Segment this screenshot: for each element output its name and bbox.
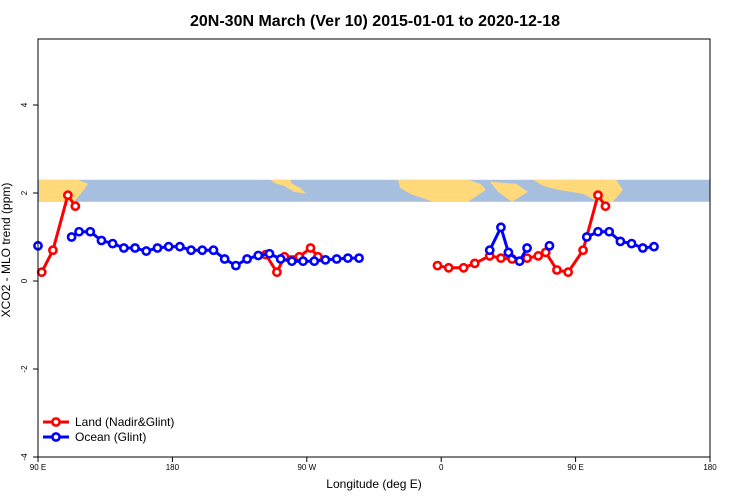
data-point — [70, 201, 81, 212]
data-point — [85, 226, 96, 237]
data-point — [593, 190, 603, 201]
data-point — [107, 238, 118, 249]
data-point — [309, 256, 320, 267]
data-point — [96, 235, 107, 246]
data-point — [130, 243, 140, 253]
data-point — [563, 267, 574, 278]
data-point — [600, 201, 611, 212]
y-tick-label: -2 — [20, 365, 29, 373]
chart-title: 20N-30N March (Ver 10) 2015-01-01 to 202… — [190, 13, 560, 30]
data-point — [272, 267, 282, 278]
map-land-patch — [490, 181, 528, 202]
legend-swatch-marker — [51, 432, 61, 442]
y-tick-label: -4 — [20, 453, 29, 461]
data-point — [275, 254, 286, 264]
x-tick-label: 180 — [703, 463, 717, 472]
map-strip — [38, 179, 710, 202]
y-axis-label: XCO2 - MLO trend (ppm) — [0, 183, 13, 318]
data-point — [208, 245, 219, 256]
data-point — [286, 256, 297, 267]
data-point — [66, 232, 77, 242]
series-line — [40, 191, 77, 273]
y-tick-label: 0 — [20, 278, 29, 283]
data-point — [604, 226, 615, 237]
plot-frame — [37, 38, 711, 458]
x-tick-label: 90 E — [567, 463, 583, 472]
legend-label: Land (Nadir&Glint) — [75, 415, 174, 429]
data-point — [152, 243, 163, 253]
data-point — [503, 247, 514, 258]
data-point — [484, 245, 495, 256]
data-point — [432, 260, 443, 271]
data-point — [305, 243, 316, 253]
data-point — [62, 190, 73, 201]
data-point — [48, 245, 58, 256]
data-point — [331, 254, 342, 264]
data-point — [320, 254, 331, 265]
data-point — [264, 248, 275, 259]
x-tick-label: 90 E — [30, 463, 46, 472]
data-point — [581, 232, 592, 242]
data-point — [544, 240, 555, 251]
data-point — [163, 241, 174, 252]
legend-label: Ocean (Glint) — [75, 430, 146, 444]
data-point — [637, 243, 648, 253]
data-point — [514, 256, 525, 267]
data-point — [593, 226, 603, 237]
data-point — [230, 260, 241, 271]
data-point — [141, 246, 152, 256]
data-point — [242, 254, 252, 264]
x-axis-label: Longitude (deg E) — [326, 477, 421, 491]
x-axis: 90 E 180 90 W 0 90 E 180 — [30, 457, 717, 472]
data-point — [186, 245, 196, 256]
legend: Land (Nadir&Glint)Ocean (Glint) — [43, 415, 174, 444]
y-tick-label: 2 — [20, 190, 29, 195]
data-point — [615, 236, 626, 247]
data-point — [626, 238, 637, 249]
data-point — [522, 253, 532, 264]
data-point — [649, 241, 659, 252]
data-point — [253, 250, 264, 261]
data-point — [118, 243, 129, 253]
data-point — [522, 243, 532, 253]
data-point — [174, 241, 185, 252]
data-point — [533, 251, 544, 261]
map-ocean-band — [38, 179, 710, 202]
data-point — [219, 254, 230, 264]
data-point — [354, 253, 364, 264]
data-point — [469, 258, 480, 269]
map-land-patch — [398, 179, 486, 202]
y-axis: -4 -2 0 2 4 — [20, 102, 38, 461]
data-point — [74, 226, 84, 237]
data-point — [443, 262, 454, 273]
data-point — [578, 245, 588, 256]
map-land-patch — [39, 179, 88, 202]
x-tick-label: 180 — [166, 463, 180, 472]
x-tick-label: 90 W — [297, 463, 316, 472]
x-tick-label: 0 — [439, 463, 444, 472]
series-ocean — [33, 222, 659, 271]
data-point — [197, 245, 208, 256]
data-point — [36, 267, 47, 278]
y-tick-label: 4 — [20, 102, 29, 107]
map-land-patch — [270, 179, 306, 194]
data-point — [342, 253, 353, 264]
data-point — [298, 256, 308, 267]
legend-swatch-marker — [51, 417, 61, 427]
data-point — [496, 222, 506, 233]
data-point — [458, 262, 469, 273]
data-point — [496, 253, 506, 264]
series-layer — [33, 190, 659, 278]
data-point — [552, 265, 562, 275]
